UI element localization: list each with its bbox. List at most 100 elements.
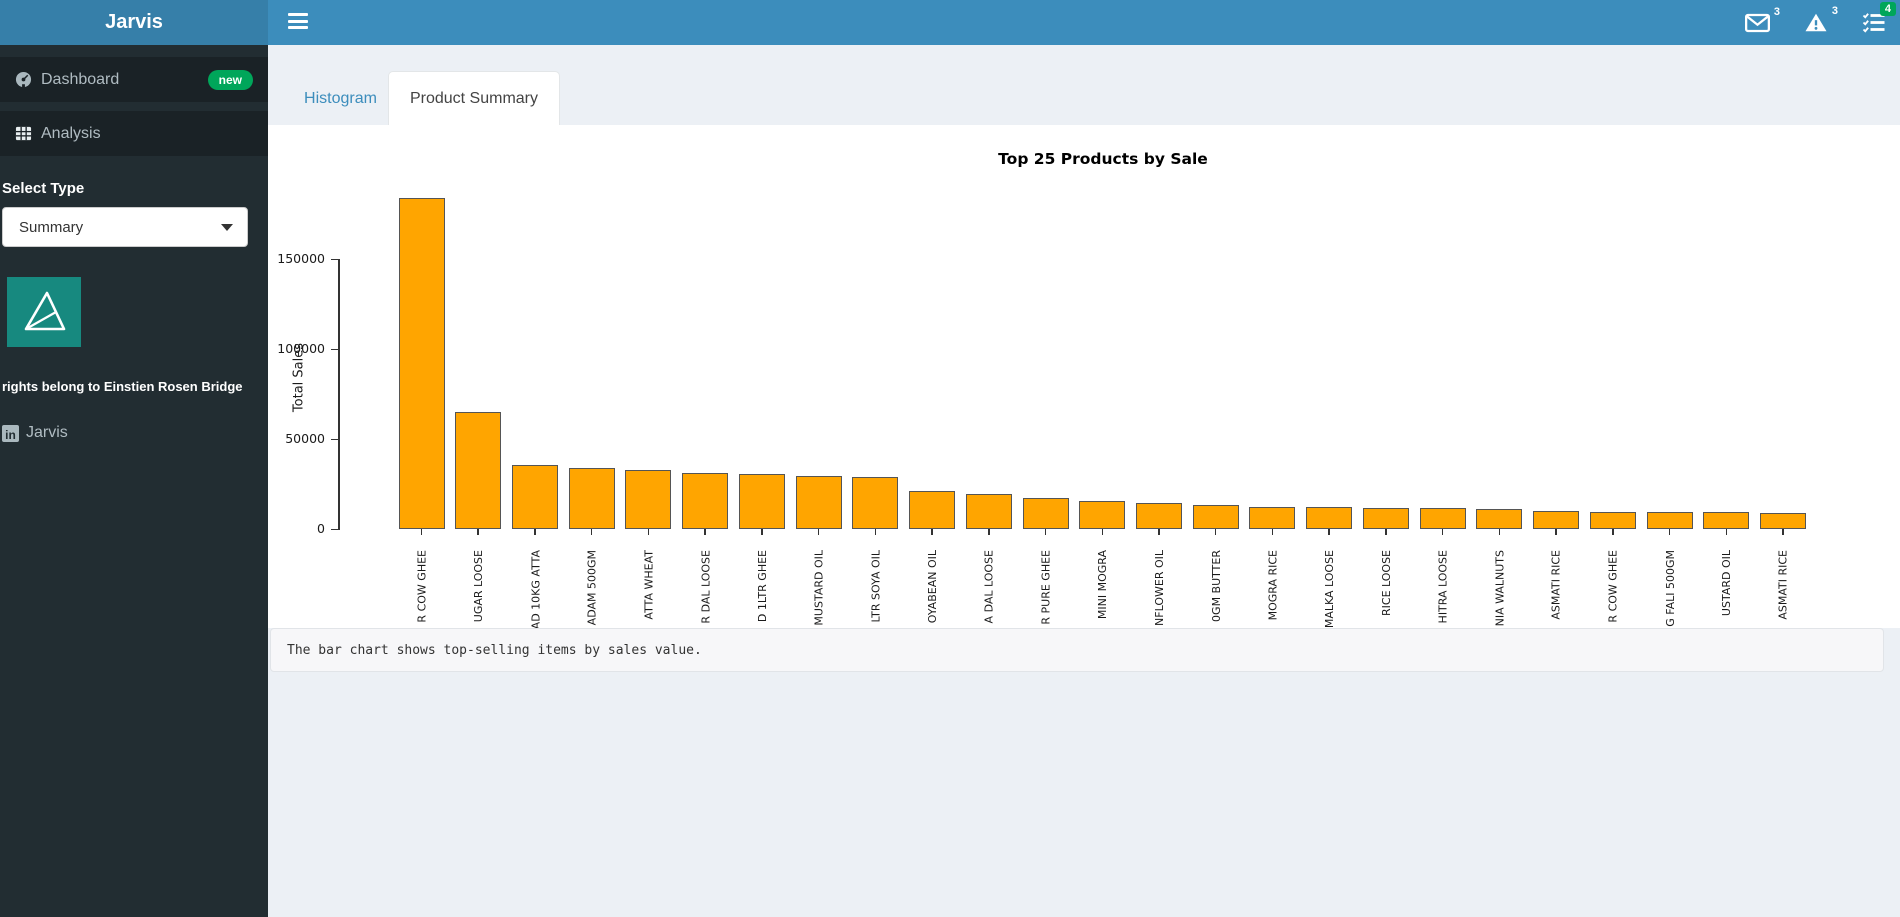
notification-area: 3 3 4: [1745, 0, 1896, 45]
x-tick-label: D 1LTR GHEE: [755, 550, 769, 623]
app-logo: [7, 277, 81, 347]
tab-product-summary[interactable]: Product Summary: [388, 71, 560, 125]
table-icon: [15, 125, 32, 142]
warning-icon: [1805, 13, 1827, 32]
hamburger-menu-icon[interactable]: [288, 13, 308, 31]
select-type-label: Select Type: [2, 180, 85, 197]
x-tick-label: RICE LOOSE: [1379, 550, 1393, 616]
x-tick-label: LTR SOYA OIL: [869, 550, 883, 623]
y-tick-mark: [331, 258, 338, 260]
x-tick-label: ASMATI RICE: [1550, 550, 1564, 620]
x-tick-mark: [1725, 529, 1728, 535]
x-tick-label: MUSTARD OIL: [812, 550, 826, 626]
x-tick-label: OYABEAN OIL: [926, 550, 940, 624]
x-tick-mark: [420, 529, 423, 535]
sidebar-item-label: Analysis: [41, 124, 101, 142]
chart-footnote: The bar chart shows top-selling items by…: [270, 628, 1884, 672]
x-tick-label: MINI MOGRA: [1096, 550, 1110, 620]
messages-count: 3: [1773, 5, 1780, 18]
dashboard-icon: [15, 71, 32, 88]
bar: [738, 474, 785, 529]
bar: [1646, 512, 1693, 529]
x-tick-mark: [817, 529, 820, 535]
x-tick-label: AD 10KG ATTA: [528, 550, 542, 628]
bar: [1533, 511, 1580, 529]
bar: [625, 469, 672, 529]
linkedin-icon: in: [2, 424, 19, 442]
alerts-count: 3: [1831, 5, 1838, 17]
linkedin-link[interactable]: in Jarvis: [2, 424, 268, 442]
x-tick-mark: [1158, 529, 1160, 535]
bar: [1589, 511, 1636, 529]
tasks-button[interactable]: 4: [1862, 2, 1896, 33]
bar: [1760, 512, 1807, 529]
bar: [795, 475, 842, 529]
x-tick-mark: [1214, 529, 1217, 535]
x-tick-mark: [988, 529, 990, 535]
chart-panel: Top 25 Products by Sale Total Sales 0 500…: [268, 125, 1900, 628]
bar: [1249, 507, 1296, 529]
y-tick-mark: [331, 438, 338, 440]
x-tick-mark: [1782, 529, 1784, 535]
x-tick-label: R COW GHEE: [1606, 550, 1620, 623]
chart-title: Top 25 Products by Sale: [998, 150, 1208, 168]
bar: [682, 473, 729, 529]
y-axis-label: Total Sales: [291, 342, 307, 413]
type-select-value: Summary: [19, 218, 84, 236]
x-tick-mark: [1044, 529, 1047, 535]
bar: [1362, 507, 1409, 529]
bar: [1306, 507, 1353, 529]
sidebar-item-analysis[interactable]: Analysis: [0, 111, 268, 156]
triangle-logo-icon: [24, 291, 66, 331]
sidebar-item-dashboard[interactable]: Dashboard new: [0, 57, 268, 102]
y-tick-mark: [331, 348, 338, 350]
y-tick-label: 150000: [277, 251, 325, 266]
x-tick-mark: [647, 529, 650, 535]
rights-text: rights belong to Einstien Rosen Bridge: [2, 379, 243, 394]
x-tick-mark: [1101, 529, 1103, 535]
sidebar: Jarvis Dashboard new: [0, 0, 268, 917]
x-tick-label: MOGRA RICE: [1266, 550, 1280, 621]
x-tick-mark: [874, 529, 877, 535]
top-navbar: 3 3 4: [268, 0, 1900, 45]
bar: [1703, 512, 1750, 529]
bar: [1079, 501, 1126, 529]
x-tick-label: R PURE GHEE: [1039, 550, 1053, 625]
x-tick-mark: [590, 529, 593, 535]
tab-histogram[interactable]: Histogram: [304, 90, 377, 107]
bar: [1419, 508, 1466, 529]
x-tick-label: A DAL LOOSE: [982, 550, 996, 624]
x-tick-mark: [1555, 529, 1557, 535]
bar: [1022, 497, 1069, 529]
x-tick-mark: [1271, 529, 1274, 535]
y-axis-line: [338, 259, 340, 530]
bar: [568, 467, 615, 529]
x-tick-label: NIA WALNUTS: [1493, 550, 1507, 627]
y-tick-label: 0: [317, 521, 325, 536]
bar: [909, 491, 956, 529]
bar: [852, 476, 899, 529]
bar: [398, 197, 445, 529]
x-tick-mark: [1385, 529, 1387, 535]
bar: [1192, 504, 1239, 529]
x-tick-label: R COW GHEE: [415, 550, 429, 623]
x-tick-label: MALKA LOOSE: [1323, 550, 1337, 628]
type-select[interactable]: Summary: [2, 207, 248, 247]
footnote-text: The bar chart shows top-selling items by…: [287, 642, 702, 658]
alerts-button[interactable]: 3: [1804, 5, 1838, 33]
x-tick-label: UGAR LOOSE: [472, 550, 486, 623]
x-tick-mark: [761, 529, 763, 535]
x-tick-label: ATTA WHEAT: [642, 550, 656, 620]
bar: [1476, 509, 1523, 529]
y-tick-label: 50000: [285, 431, 325, 446]
y-tick-mark: [331, 528, 338, 530]
x-tick-label: G FALI 500GM: [1663, 550, 1677, 627]
messages-button[interactable]: 3: [1745, 6, 1780, 33]
sidebar-menu: Dashboard new Analysis: [0, 57, 268, 156]
y-tick-label: 100000: [277, 341, 325, 356]
tab-bar: Histogram Product Summary: [268, 45, 1900, 125]
envelope-icon: [1745, 13, 1770, 32]
x-tick-label: ASMATI RICE: [1777, 550, 1791, 620]
x-tick-label: NFLOWER OIL: [1153, 550, 1166, 626]
tasks-count-badge: 4: [1879, 2, 1896, 16]
